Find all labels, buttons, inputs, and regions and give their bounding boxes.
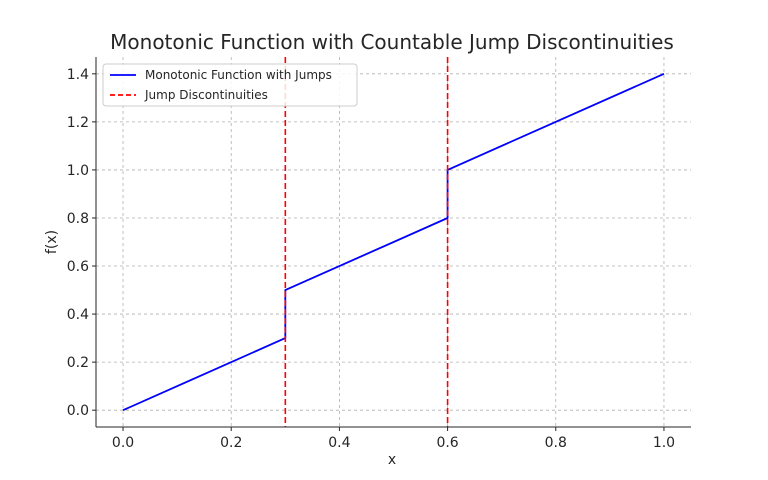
x-tick-label: 0.6 bbox=[436, 435, 458, 451]
y-tick-label: 0.2 bbox=[67, 355, 89, 371]
y-tick-label: 0.4 bbox=[67, 307, 89, 323]
x-tick-label: 0.8 bbox=[545, 435, 567, 451]
x-tick-label: 0.0 bbox=[112, 435, 134, 451]
x-tick-label: 0.4 bbox=[328, 435, 350, 451]
axes: 0.0 0.2 0.4 0.6 0.8 1.0 0.0 0.2 0.4 0.6 0.8 1.0 1.2 1… bbox=[67, 57, 691, 451]
legend: Monotonic Function with Jumps Jump Discon… bbox=[102, 63, 358, 107]
plot-area bbox=[122, 57, 665, 427]
legend-label: Jump Discontinuities bbox=[144, 88, 268, 102]
y-axis-label: f(x) bbox=[44, 230, 60, 254]
y-tick-label: 1.0 bbox=[67, 163, 89, 179]
y-tick-label: 0.6 bbox=[67, 259, 89, 275]
function-line bbox=[122, 72, 665, 412]
x-tick-label: 0.2 bbox=[220, 435, 242, 451]
x-tick-label: 1.0 bbox=[653, 435, 675, 451]
chart-title: Monotonic Function with Countable Jump D… bbox=[110, 30, 674, 54]
legend-box bbox=[102, 63, 358, 107]
y-tick-label: 0.0 bbox=[67, 403, 89, 419]
y-tick-label: 0.8 bbox=[67, 211, 89, 227]
legend-label: Monotonic Function with Jumps bbox=[145, 68, 332, 82]
y-tick-label: 1.4 bbox=[67, 67, 89, 83]
y-tick-label: 1.2 bbox=[67, 115, 89, 131]
x-axis-label: x bbox=[388, 452, 396, 468]
